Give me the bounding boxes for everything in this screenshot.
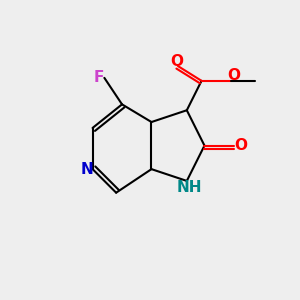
Text: F: F — [94, 70, 104, 86]
Text: O: O — [170, 54, 183, 69]
Text: N: N — [80, 162, 93, 177]
Text: O: O — [227, 68, 240, 83]
Text: NH: NH — [176, 180, 202, 195]
Text: O: O — [234, 138, 247, 153]
